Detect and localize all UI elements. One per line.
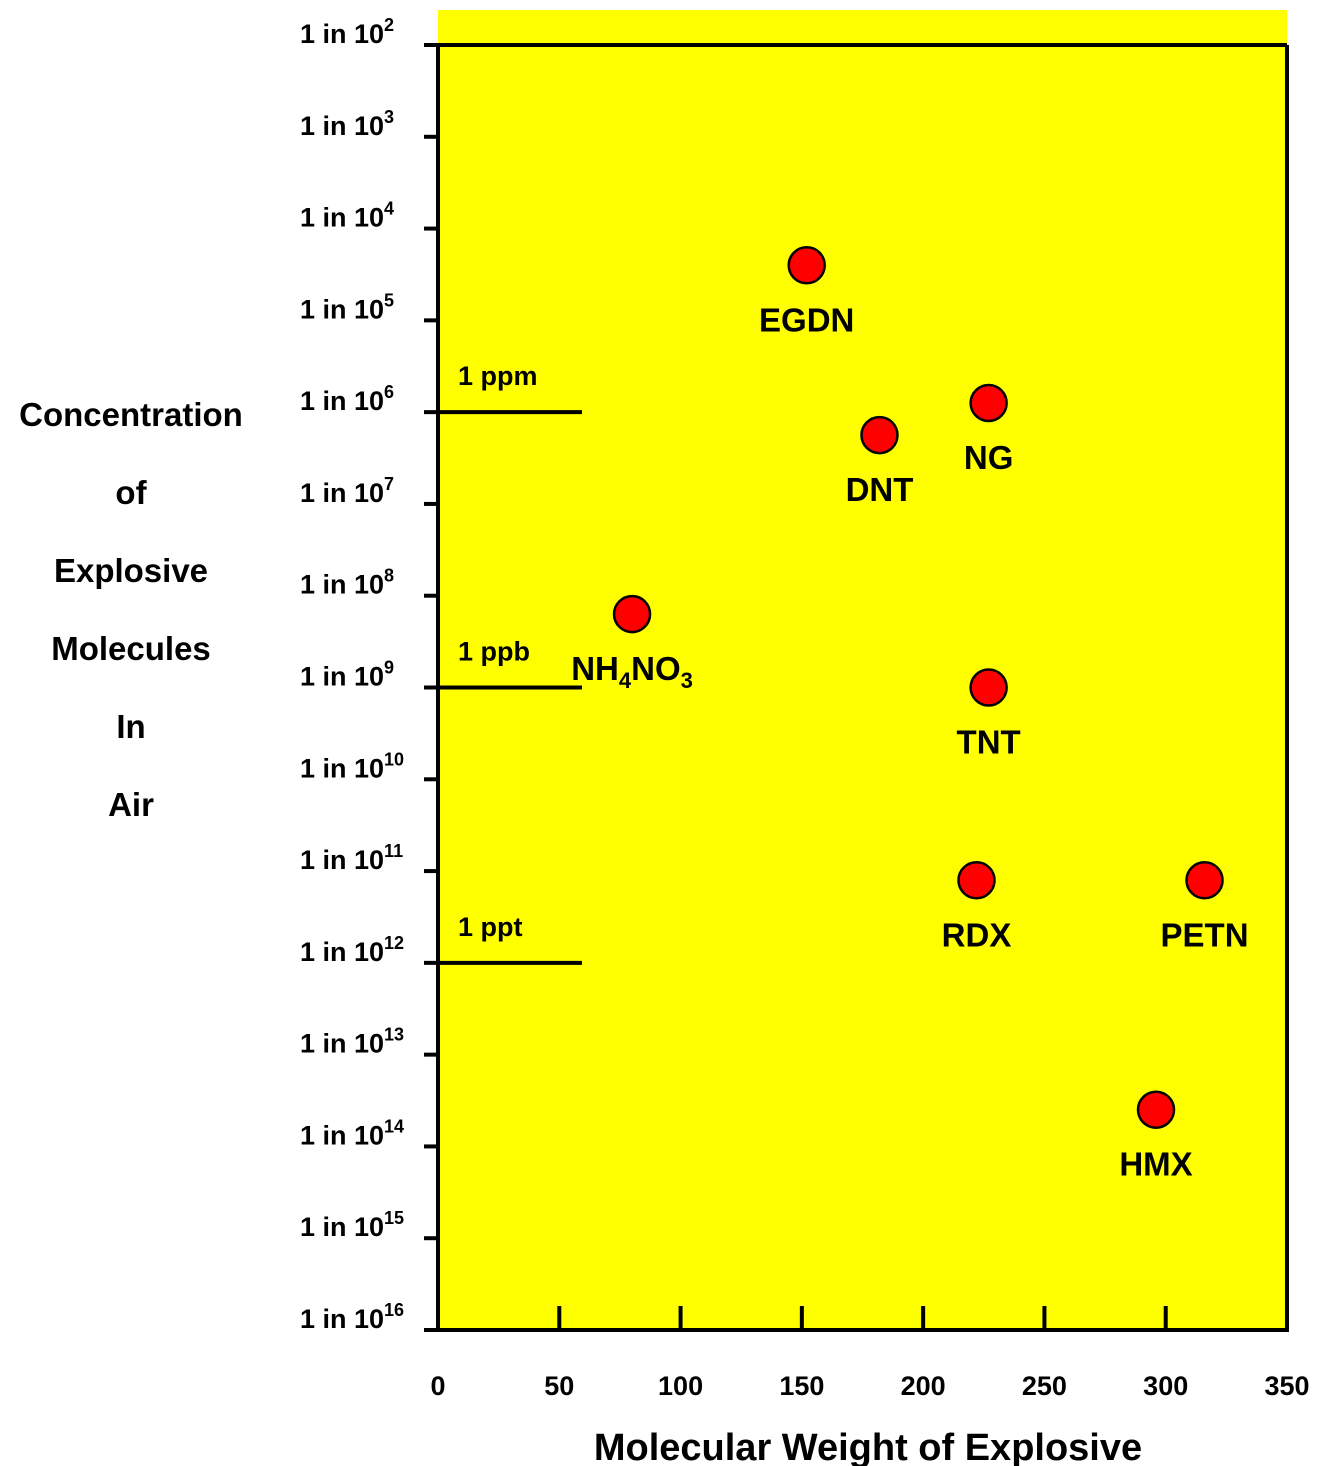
- y-tick-label: 1 in 1015: [300, 1208, 404, 1242]
- y-tick-label: 1 in 104: [300, 199, 394, 233]
- y-tick-label: 1 in 1011: [300, 841, 403, 875]
- x-tick-label: 50: [544, 1371, 574, 1401]
- y-axis-title-line: of: [115, 474, 147, 511]
- x-tick-label: 150: [779, 1371, 824, 1401]
- x-tick-label: 300: [1143, 1371, 1188, 1401]
- data-point-label: EGDN: [759, 301, 854, 338]
- y-tick-label: 1 in 1010: [300, 749, 404, 783]
- y-axis-title: Concentration of Explosive Molecules In …: [0, 385, 262, 853]
- y-axis-title-line: Explosive: [53, 552, 209, 589]
- data-point-label: PETN: [1161, 916, 1249, 953]
- y-axis-ticks: 1 in 102 1 in 103 1 in 104 1 in 105 1 in 106…: [300, 15, 438, 1334]
- y-tick-label: 1 in 108: [300, 566, 394, 600]
- data-point-label: NH4NO3: [571, 650, 693, 693]
- reference-line-label: 1 ppm: [458, 361, 538, 391]
- y-tick-label: 1 in 1013: [300, 1025, 404, 1059]
- data-point: [787, 246, 826, 285]
- x-tick-label: 350: [1264, 1371, 1309, 1401]
- y-tick-label: 1 in 103: [300, 107, 394, 141]
- x-tick-label: 0: [430, 1371, 445, 1401]
- data-point-label: DNT: [846, 471, 914, 508]
- y-axis-title-line: In: [116, 708, 146, 745]
- y-tick-label: 1 in 107: [300, 474, 394, 508]
- data-point: [860, 415, 899, 455]
- y-axis-title-line: Molecules: [51, 630, 211, 667]
- data-point: [957, 861, 996, 900]
- x-tick-label: 250: [1022, 1371, 1067, 1401]
- data-point: [969, 668, 1008, 707]
- data-point: [1185, 861, 1224, 900]
- data-points: EGDN NG DNT NH4NO3 TNT RDX PETN HMX: [571, 246, 1249, 1183]
- y-tick-label: 1 in 106: [300, 382, 394, 416]
- data-point-label: NG: [964, 439, 1014, 476]
- reference-lines: 1 ppm 1 ppb 1 ppt: [438, 361, 582, 965]
- data-point-label: RDX: [942, 916, 1012, 953]
- plot-background: [438, 10, 1287, 1330]
- data-point: [969, 383, 1008, 423]
- y-tick-label: 1 in 109: [300, 658, 394, 692]
- data-point-label: TNT: [957, 724, 1021, 761]
- x-tick-label: 100: [658, 1371, 703, 1401]
- data-point-label: HMX: [1119, 1146, 1192, 1183]
- data-point: [1136, 1090, 1176, 1129]
- reference-line-label: 1 ppb: [458, 637, 530, 667]
- y-tick-label: 1 in 102: [300, 15, 394, 49]
- x-axis-title: Molecular Weight of Explosive: [594, 1427, 1142, 1466]
- data-point: [612, 594, 652, 634]
- y-tick-label: 1 in 1012: [300, 933, 404, 967]
- x-axis-ticks: 0 50 100 150 200 250 300 350: [430, 1306, 1310, 1401]
- y-axis-title-line: Air: [108, 786, 154, 823]
- x-tick-label: 200: [901, 1371, 946, 1401]
- reference-line-label: 1 ppt: [458, 912, 523, 942]
- y-tick-label: 1 in 1014: [300, 1116, 404, 1150]
- y-axis-title-line: Concentration: [19, 396, 243, 433]
- y-tick-label: 1 in 1016: [300, 1300, 404, 1334]
- y-tick-label: 1 in 105: [300, 290, 394, 324]
